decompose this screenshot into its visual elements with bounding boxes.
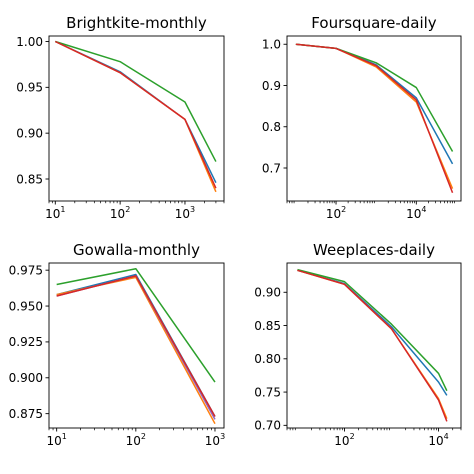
y-tick-label: 0.75 [254, 385, 281, 399]
subplot-3: 101 102 103 0.875 0.900 0.925 0.950 0.975 Gowall… [9, 241, 226, 448]
series-line-4 [295, 43, 454, 194]
x-tick-label: 103 [175, 205, 195, 221]
y-tick-label: 0.950 [9, 299, 43, 313]
y-tick-label: 1.0 [262, 38, 281, 52]
x-tick-label: 101 [45, 205, 65, 221]
plot-frame [48, 262, 225, 429]
y-tick-label: 0.875 [9, 407, 43, 421]
series-line-2 [295, 43, 454, 189]
y-tick-label: 0.975 [9, 263, 43, 277]
subplot-title: Brightkite-monthly [66, 14, 207, 32]
y-tick-label: 0.90 [254, 286, 281, 300]
series-line-4 [297, 269, 448, 422]
series-line-5 [56, 275, 216, 417]
series-line-1 [54, 40, 217, 183]
series-line-2 [56, 276, 216, 425]
subplot-title: Gowalla-monthly [73, 241, 200, 259]
y-tick-label: 0.95 [16, 81, 43, 95]
y-tick-label: 1.00 [16, 35, 43, 49]
y-tick-label: 0.90 [16, 126, 43, 140]
series-line-1 [56, 273, 216, 417]
x-tick-label: 103 [205, 432, 225, 448]
subplot-1: 101 102 103 0.85 0.90 0.95 1.00 Brightkite-mont… [16, 14, 225, 221]
series-line-2 [297, 269, 448, 419]
x-tick-label: 102 [334, 432, 354, 448]
series-line-3 [56, 267, 216, 383]
x-tick-label: 104 [406, 205, 426, 221]
x-tick-label: 102 [126, 432, 146, 448]
plot-frame [48, 35, 225, 202]
y-tick-label: 0.925 [9, 335, 43, 349]
x-tick-label: 101 [46, 432, 66, 448]
y-tick-label: 0.900 [9, 371, 43, 385]
y-tick-label: 0.85 [16, 172, 43, 186]
series-line-3 [297, 268, 448, 392]
series-line-3 [295, 43, 454, 152]
y-tick-label: 0.7 [262, 161, 281, 175]
y-tick-label: 0.8 [262, 120, 281, 134]
y-tick-label: 0.70 [254, 419, 281, 433]
y-tick-label: 0.80 [254, 352, 281, 366]
subplot-4: 102 104 0.70 0.75 0.80 0.85 0.90 Weeplaces-dail… [254, 241, 462, 448]
subplot-2: 102 104 0.7 0.8 0.9 1.0 Foursquare-daily [262, 14, 462, 221]
x-tick-label: 104 [428, 432, 448, 448]
series-line-4 [54, 40, 217, 189]
plot-frame [286, 35, 462, 202]
x-tick-label: 102 [110, 205, 130, 221]
subplot-title: Weeplaces-daily [313, 241, 435, 259]
plot-frame [286, 262, 462, 429]
x-tick-label: 102 [326, 205, 346, 221]
subplot-title: Foursquare-daily [311, 14, 437, 32]
y-tick-label: 0.9 [262, 79, 281, 93]
series-line-3 [55, 40, 217, 162]
y-tick-label: 0.85 [254, 319, 281, 333]
